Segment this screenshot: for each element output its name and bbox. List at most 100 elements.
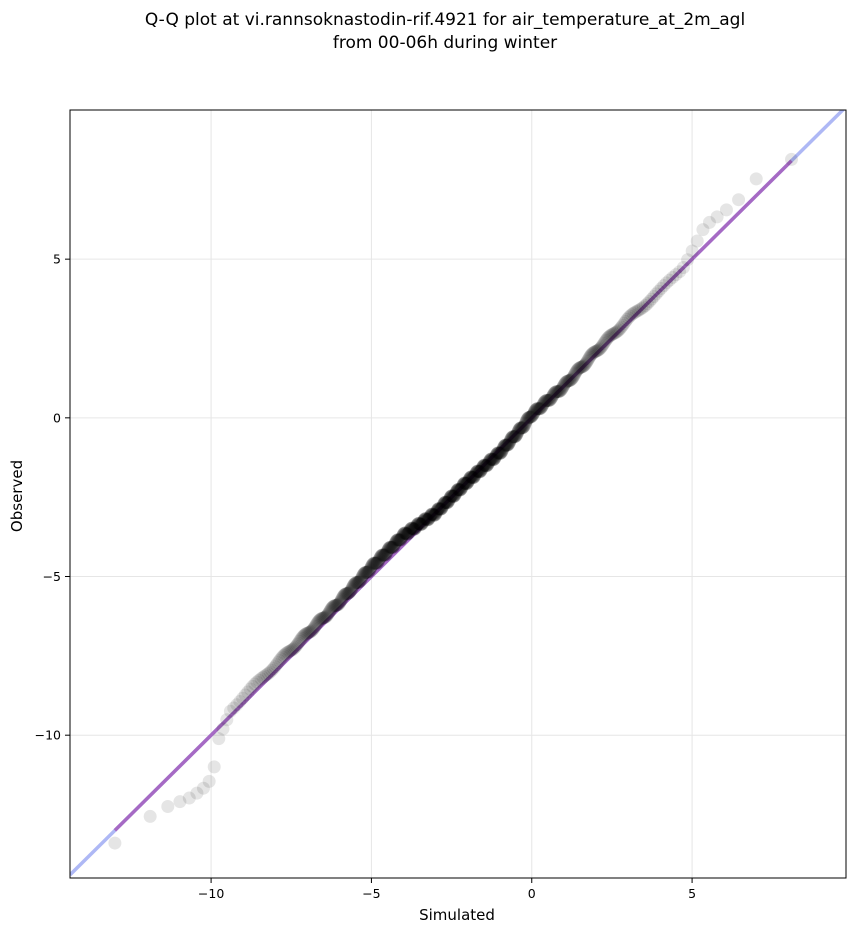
- qq-point: [446, 489, 460, 503]
- qq-point: [409, 520, 423, 534]
- qq-point: [467, 470, 481, 484]
- qq-point: [504, 431, 518, 445]
- qq-point: [552, 385, 566, 399]
- qq-point: [401, 526, 415, 540]
- qq-point: [442, 494, 456, 508]
- qq-point: [607, 327, 621, 341]
- qq-point: [493, 446, 507, 460]
- qq-point: [436, 497, 450, 511]
- qq-point: [291, 636, 305, 650]
- qq-point: [362, 564, 376, 578]
- qq-point: [415, 517, 429, 531]
- x-axis-label: Simulated: [419, 906, 495, 924]
- qq-point: [500, 438, 514, 452]
- qq-point: [372, 552, 386, 566]
- qq-point: [355, 570, 369, 584]
- qq-point: [220, 713, 234, 727]
- qq-point: [465, 471, 479, 485]
- qq-point: [397, 526, 411, 540]
- qq-point: [690, 234, 704, 248]
- qq-point: [594, 341, 608, 355]
- qq-point: [458, 476, 472, 490]
- qq-point: [467, 471, 481, 485]
- qq-point: [574, 360, 588, 374]
- qq-point: [412, 516, 426, 530]
- qq-point: [394, 532, 408, 546]
- qq-point: [407, 522, 421, 536]
- qq-point: [482, 455, 496, 469]
- qq-point: [353, 574, 367, 588]
- qq-point: [443, 492, 457, 506]
- qq-point: [388, 536, 402, 550]
- qq-point: [361, 565, 375, 579]
- qq-point: [392, 533, 406, 547]
- qq-point: [442, 493, 456, 507]
- chart-title-line-1: Q-Q plot at vi.rannsoknastodin-rif.4921 …: [145, 10, 745, 30]
- qq-point: [416, 515, 430, 529]
- qq-point: [489, 450, 502, 464]
- qq-point: [434, 502, 448, 516]
- qq-point: [654, 281, 668, 295]
- qq-point: [509, 429, 523, 443]
- qq-point: [358, 566, 372, 580]
- qq-point: [601, 331, 615, 345]
- qq-point: [364, 561, 377, 575]
- qq-point: [464, 470, 478, 484]
- qq-point: [430, 504, 444, 518]
- qq-point: [461, 475, 475, 489]
- qq-point: [323, 604, 337, 618]
- qq-point: [391, 533, 405, 547]
- qq-point: [380, 545, 394, 559]
- qq-point: [446, 489, 460, 503]
- qq-point: [517, 419, 531, 433]
- qq-point: [499, 438, 513, 452]
- qq-point: [376, 548, 390, 562]
- qq-point: [541, 394, 555, 407]
- qq-point: [620, 312, 634, 326]
- qq-point: [395, 531, 409, 545]
- qq-point: [356, 568, 370, 582]
- qq-point: [433, 502, 447, 516]
- qq-point: [439, 495, 453, 509]
- qq-point: [570, 363, 584, 377]
- qq-point: [561, 374, 575, 388]
- qq-point: [414, 517, 428, 531]
- qq-point: [598, 335, 612, 349]
- qq-point: [425, 507, 439, 521]
- qq-point: [452, 483, 466, 496]
- qq-point: [428, 507, 442, 521]
- qq-point: [447, 489, 461, 503]
- qq-point: [456, 479, 470, 493]
- qq-point: [353, 573, 367, 587]
- qq-point: [474, 463, 488, 477]
- qq-point: [535, 400, 549, 414]
- qq-point: [578, 358, 592, 372]
- qq-point: [517, 420, 531, 434]
- qq-point: [358, 566, 372, 579]
- qq-point: [571, 362, 585, 376]
- qq-point: [435, 502, 449, 516]
- qq-point: [333, 595, 347, 609]
- qq-point: [556, 380, 570, 394]
- qq-point: [505, 430, 519, 444]
- qq-point: [478, 458, 492, 472]
- qq-point: [250, 675, 264, 689]
- qq-point: [524, 410, 538, 424]
- qq-point: [503, 434, 517, 448]
- qq-point: [563, 373, 577, 387]
- qq-point: [590, 344, 604, 358]
- qq-point: [521, 411, 535, 425]
- qq-point: [317, 611, 331, 625]
- qq-point: [487, 452, 501, 466]
- qq-point: [657, 279, 671, 293]
- qq-point: [305, 623, 319, 637]
- qq-point: [451, 482, 465, 496]
- qq-point: [441, 496, 455, 510]
- qq-point: [462, 472, 476, 486]
- qq-point: [526, 407, 540, 421]
- qq-point: [408, 521, 422, 535]
- qq-point: [593, 342, 607, 356]
- qq-point: [377, 548, 391, 562]
- qq-point: [685, 244, 699, 258]
- qq-point: [400, 527, 414, 541]
